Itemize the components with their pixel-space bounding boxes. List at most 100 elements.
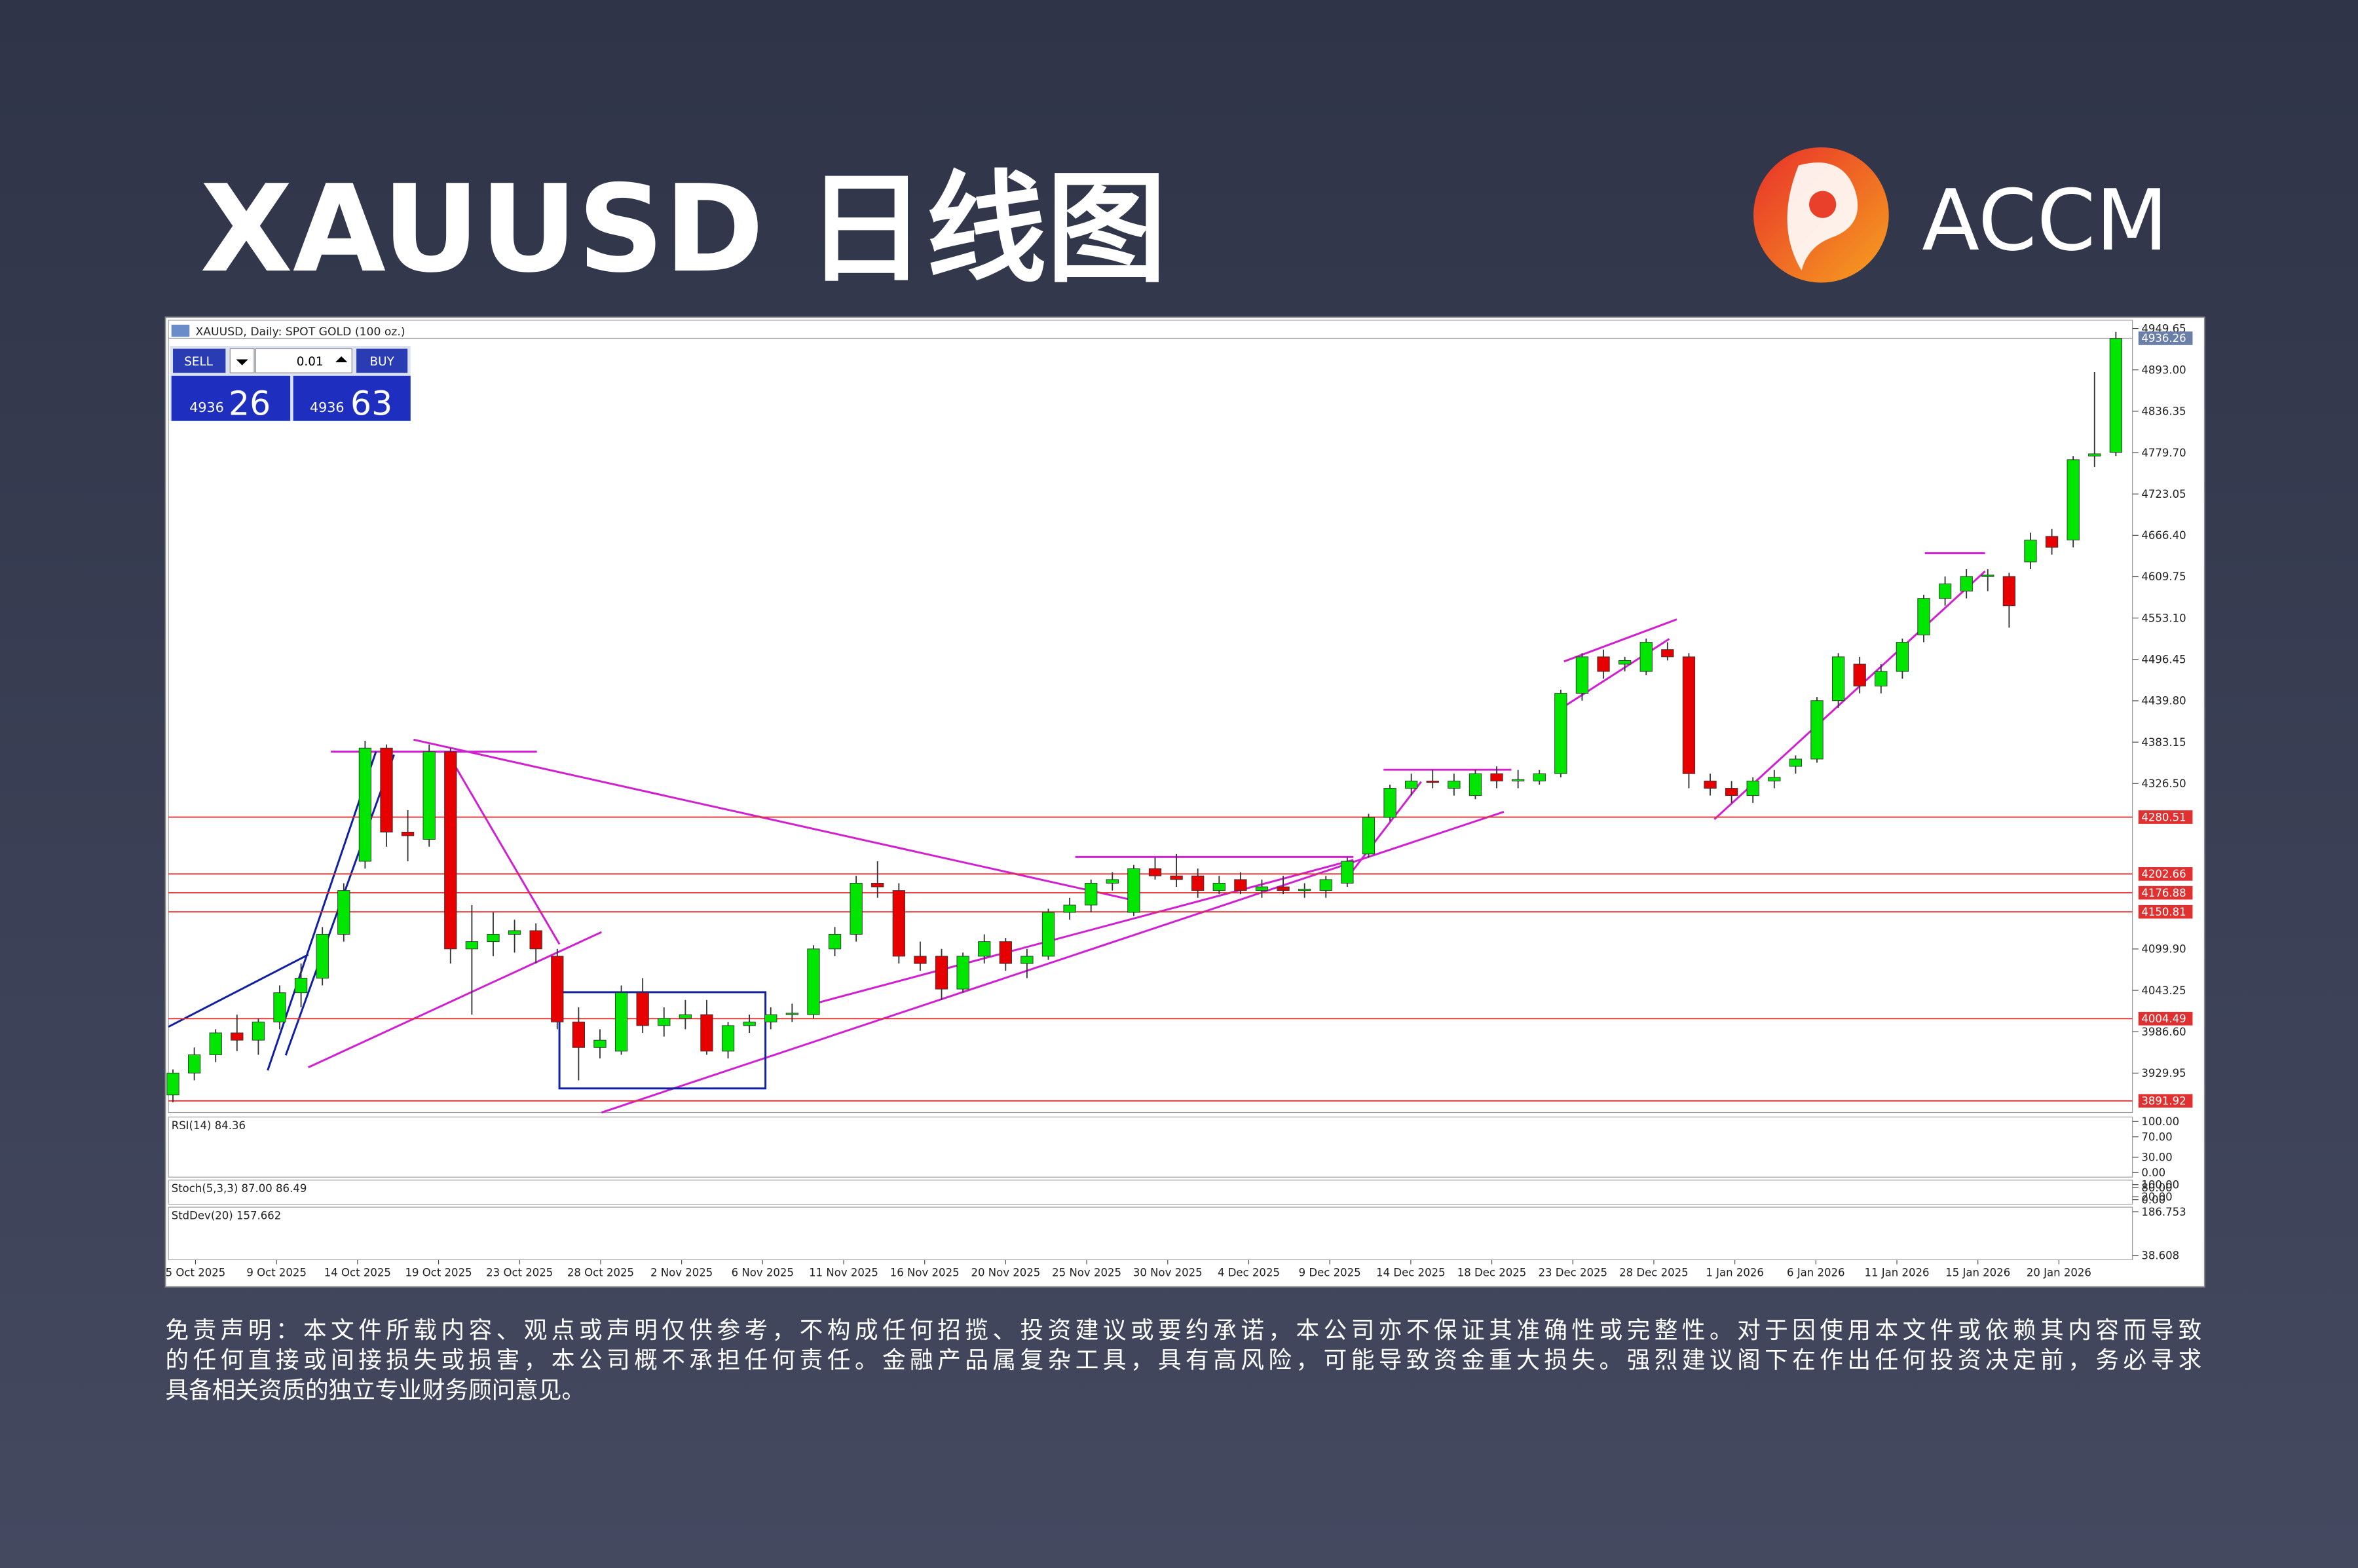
last-price-tag <box>2138 331 2193 345</box>
candle-up <box>1405 780 1418 789</box>
x-tick-label: 5 Oct 2025 <box>166 1267 226 1279</box>
indicator-label: Stoch(5,3,3) 87.00 86.49 <box>172 1182 307 1195</box>
level-tag <box>2138 1011 2193 1026</box>
x-tick-label: 6 Jan 2026 <box>1787 1267 1845 1279</box>
candle-up <box>1511 779 1525 781</box>
candle-up <box>422 751 436 840</box>
candle-up <box>1469 773 1482 796</box>
x-tick-label: 14 Oct 2025 <box>324 1267 391 1279</box>
candle-down <box>2045 536 2059 548</box>
candle-up <box>1639 642 1653 672</box>
x-tick-label: 19 Oct 2025 <box>405 1267 472 1279</box>
y-tick-label: 4779.70 <box>2141 447 2186 459</box>
x-tick-label: 20 Nov 2025 <box>971 1267 1040 1279</box>
candle-down <box>914 956 927 964</box>
candle-up <box>187 1054 201 1073</box>
candle-down <box>231 1032 244 1041</box>
candle-up <box>166 1072 179 1096</box>
level-label: 4150.81 <box>2141 906 2186 918</box>
indicator-panel <box>168 1116 2133 1178</box>
indicator-label: StdDev(20) 157.662 <box>172 1209 282 1222</box>
ask-pips: 63 <box>350 384 392 423</box>
bid-big: 4936 <box>189 400 224 415</box>
candle-up <box>1789 758 1803 767</box>
candle-up <box>1341 861 1354 884</box>
candle-up <box>1533 773 1546 781</box>
buy-label: BUY <box>370 355 395 369</box>
level-tag <box>2138 1094 2193 1108</box>
candle-up <box>358 747 372 862</box>
indicator-tick-label: 100.00 <box>2141 1178 2179 1191</box>
candle-up <box>658 1018 671 1026</box>
level-label: 4176.88 <box>2141 887 2186 899</box>
indicator-tick-label: 0.00 <box>2141 1193 2165 1206</box>
bid-pips: 26 <box>229 384 271 423</box>
candle-up <box>850 882 863 935</box>
candle-up <box>1981 574 1994 577</box>
chart-window: XAUUSD, Daily: SPOT GOLD (100 oz.) SELL … <box>164 316 2205 1288</box>
y-tick-label: 4439.80 <box>2141 695 2186 707</box>
indicator-tick-label: 38.608 <box>2141 1249 2179 1261</box>
candle-down <box>1277 886 1290 891</box>
candle-up <box>764 1014 777 1022</box>
candle-down <box>1661 649 1674 658</box>
candle-down <box>572 1021 586 1048</box>
candle-up <box>1020 956 1034 964</box>
candle-up <box>593 1039 607 1048</box>
chart-panel <box>164 316 2205 1288</box>
candle-up <box>785 1013 798 1015</box>
lot-value: 0.01 <box>297 355 324 369</box>
y-tick-label: 4893.00 <box>2141 364 2186 376</box>
candle-up <box>956 956 969 990</box>
candle-down <box>1191 875 1205 891</box>
candle-up <box>1831 656 1845 701</box>
y-tick-label: 4383.15 <box>2141 736 2186 749</box>
y-tick-label: 4099.90 <box>2141 943 2186 956</box>
candle-down <box>1148 868 1162 876</box>
candle-up <box>1127 868 1140 913</box>
bid-box[interactable] <box>171 375 291 421</box>
candle-down <box>871 882 884 887</box>
y-tick-label: 4836.35 <box>2141 405 2186 418</box>
ask-box[interactable] <box>293 375 411 421</box>
candle-up <box>487 934 500 943</box>
candle-down <box>892 890 905 957</box>
candle-down <box>529 930 542 950</box>
candle-up <box>2067 459 2080 540</box>
candle-up <box>316 934 329 979</box>
candle-up <box>2109 338 2123 453</box>
candle-down <box>700 1014 713 1052</box>
candle-down <box>551 956 564 1022</box>
indicator-tick-label: 186.753 <box>2141 1206 2186 1218</box>
candle-up <box>2088 453 2101 457</box>
x-tick-label: 30 Nov 2025 <box>1133 1267 1203 1279</box>
candle-up <box>1448 780 1461 789</box>
x-tick-label: 25 Nov 2025 <box>1052 1267 1121 1279</box>
candle-up <box>1085 882 1098 906</box>
dropdown-arrow <box>236 359 248 365</box>
lot-spin <box>335 356 348 363</box>
candle-up <box>1618 660 1632 665</box>
candle-up <box>1041 912 1055 957</box>
candle-up <box>1383 788 1396 818</box>
x-tick-label: 14 Dec 2025 <box>1376 1267 1446 1279</box>
x-tick-label: 28 Oct 2025 <box>567 1267 634 1279</box>
candle-up <box>209 1032 222 1055</box>
buy-button[interactable] <box>356 348 408 373</box>
candle-up <box>1063 905 1076 913</box>
page-title: XAUUSD 日线图 <box>200 160 1167 299</box>
y-tick-label: 3986.60 <box>2141 1026 2186 1038</box>
level-label: 3891.92 <box>2141 1095 2186 1108</box>
candle-down <box>1704 780 1717 789</box>
x-tick-label: 11 Jan 2026 <box>1864 1267 1929 1279</box>
indicator-tick-label: 20.00 <box>2141 1191 2172 1203</box>
candle-down <box>636 992 649 1026</box>
y-tick-label: 4666.40 <box>2141 529 2186 542</box>
sell-button[interactable] <box>173 348 226 373</box>
lot-field[interactable] <box>255 348 352 373</box>
candle-down <box>1426 780 1439 783</box>
candle-up <box>978 941 991 957</box>
candle-up <box>252 1021 265 1041</box>
